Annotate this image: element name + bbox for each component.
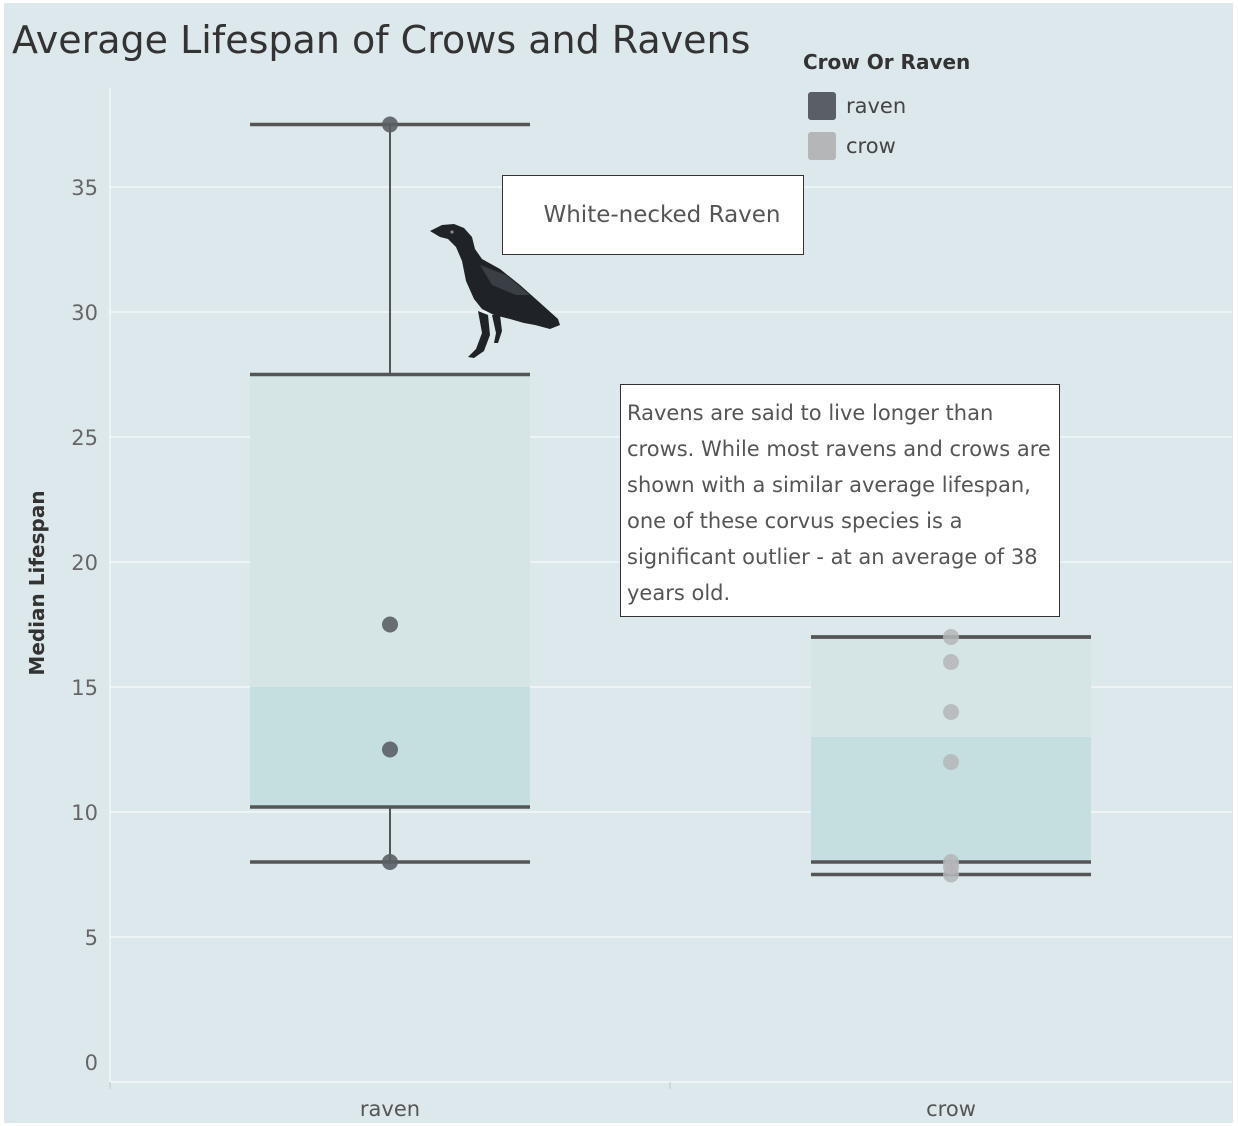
legend-item-crow[interactable]: crow [808,126,1003,166]
box-upper-raven [250,374,530,687]
data-point-crow-3 [943,754,959,770]
y-tick-label-0: 0 [85,1051,98,1075]
y-tick-label-10: 10 [71,801,98,825]
legend-item-raven[interactable]: raven [808,86,1003,126]
data-point-crow-2 [943,704,959,720]
data-point-raven-2 [382,741,398,758]
raven-icon [430,224,560,358]
data-point-crow-6 [943,866,959,883]
box-upper-crow [811,637,1091,737]
data-point-crow-0 [943,629,959,645]
data-point-raven-3 [382,854,398,870]
x-tick-label-raven: raven [360,1097,420,1121]
legend-label-raven: raven [846,94,907,118]
legend-title: Crow Or Raven [803,50,971,74]
y-tick-label-30: 30 [71,301,98,325]
x-tick-label-crow: crow [926,1097,976,1121]
annotation-lifespan-note: Ravens are said to live longer than crow… [620,384,1060,617]
annotation-white-necked-raven: White-necked Raven [502,175,804,255]
legend-label-crow: crow [846,134,896,158]
legend: Crow Or Raven raven crow [803,50,1003,166]
legend-swatch-crow [808,132,836,160]
y-tick-label-5: 5 [85,926,98,950]
data-point-raven-0 [382,116,398,133]
y-tick-label-35: 35 [71,176,98,200]
y-tick-label-15: 15 [71,676,98,700]
y-tick-label-25: 25 [71,426,98,450]
chart-title: Average Lifespan of Crows and Ravens [12,18,751,62]
y-tick-label-20: 20 [71,551,98,575]
legend-swatch-raven [808,92,836,120]
data-point-crow-1 [943,654,959,670]
data-point-raven-1 [382,616,398,633]
